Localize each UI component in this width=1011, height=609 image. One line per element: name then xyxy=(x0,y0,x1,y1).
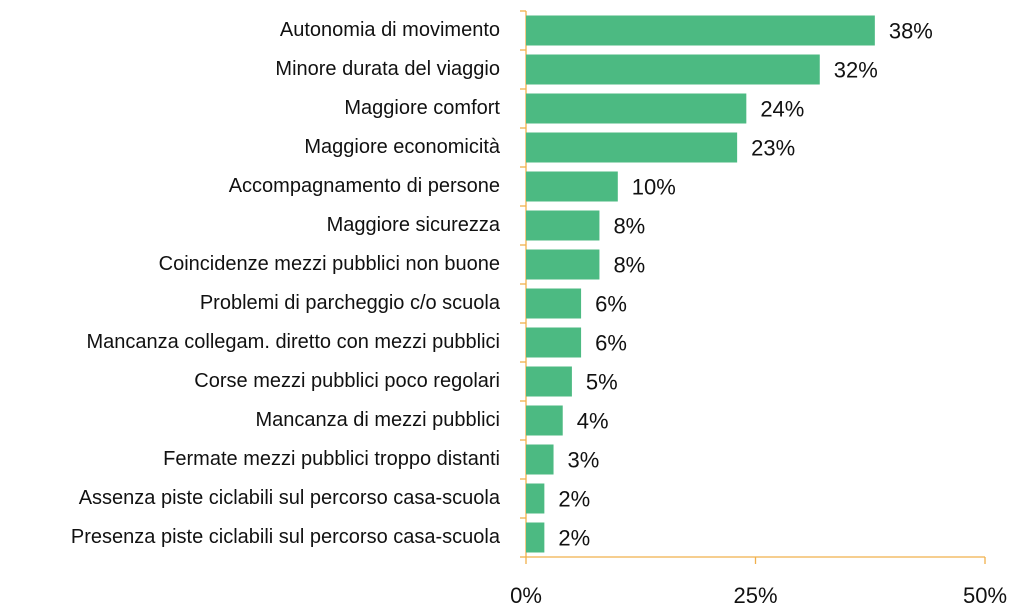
bar xyxy=(526,132,738,163)
value-label: 5% xyxy=(586,369,618,394)
y-tick-label: Mancanza collegam. diretto con mezzi pub… xyxy=(86,331,500,353)
y-tick-label: Corse mezzi pubblici poco regolari xyxy=(194,370,500,392)
bar xyxy=(526,444,554,475)
y-tick-label: Fermate mezzi pubblici troppo distanti xyxy=(163,448,500,470)
value-label: 2% xyxy=(558,486,590,511)
y-tick-label: Maggiore sicurezza xyxy=(327,214,501,236)
bar xyxy=(526,93,747,124)
x-tick-label: 0% xyxy=(510,583,542,608)
bar xyxy=(526,327,582,358)
y-tick-label: Presenza piste ciclabili sul percorso ca… xyxy=(71,526,501,548)
bar xyxy=(526,483,545,514)
bar xyxy=(526,171,618,202)
value-label: 3% xyxy=(568,447,600,472)
value-label: 6% xyxy=(595,291,627,316)
y-tick-label: Minore durata del viaggio xyxy=(275,58,500,80)
bar xyxy=(526,54,820,85)
value-label: 32% xyxy=(834,57,878,82)
y-tick-label: Accompagnamento di persone xyxy=(229,175,500,197)
value-label: 24% xyxy=(760,96,804,121)
value-label: 38% xyxy=(889,18,933,43)
bar xyxy=(526,522,545,553)
y-tick-label: Assenza piste ciclabili sul percorso cas… xyxy=(79,487,501,509)
value-label: 8% xyxy=(613,213,645,238)
bar xyxy=(526,210,600,241)
value-label: 2% xyxy=(558,525,590,550)
bar xyxy=(526,366,572,397)
value-label: 4% xyxy=(577,408,609,433)
value-label: 23% xyxy=(751,135,795,160)
bar xyxy=(526,405,563,436)
x-tick-label: 50% xyxy=(963,583,1007,608)
bar xyxy=(526,15,875,46)
bar xyxy=(526,288,582,319)
y-tick-label: Maggiore economicità xyxy=(304,136,501,158)
y-tick-label: Coincidenze mezzi pubblici non buone xyxy=(159,253,500,275)
y-tick-label: Maggiore comfort xyxy=(344,97,500,119)
value-label: 6% xyxy=(595,330,627,355)
bar xyxy=(526,249,600,280)
y-tick-label: Autonomia di movimento xyxy=(280,19,500,41)
x-tick-label: 25% xyxy=(733,583,777,608)
y-tick-label: Mancanza di mezzi pubblici xyxy=(255,409,500,431)
value-label: 8% xyxy=(613,252,645,277)
y-tick-label: Problemi di parcheggio c/o scuola xyxy=(200,292,501,314)
value-label: 10% xyxy=(632,174,676,199)
